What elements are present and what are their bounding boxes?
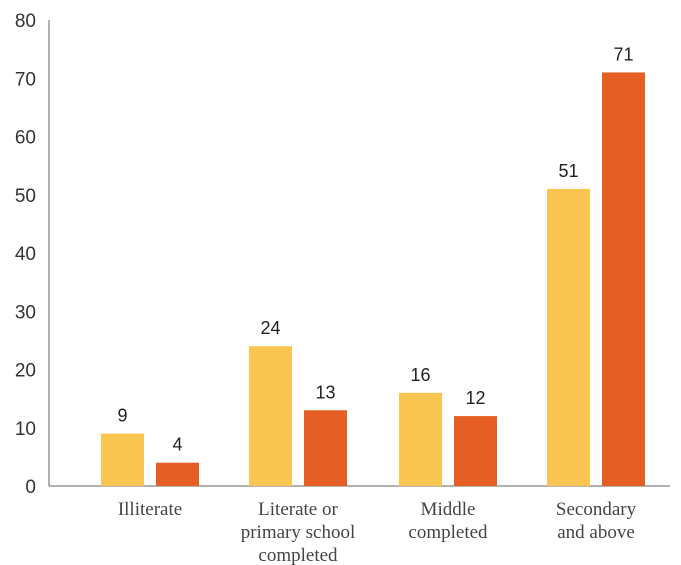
bar-series-1	[101, 433, 144, 486]
bar-series-2	[156, 462, 199, 486]
bars-group	[101, 72, 645, 487]
data-label: 71	[613, 44, 633, 64]
y-tick-label: 70	[15, 69, 36, 90]
data-label: 51	[558, 161, 578, 181]
bar-series-2	[304, 410, 347, 486]
category-label: completed	[258, 545, 338, 565]
y-tick-label: 20	[15, 361, 36, 382]
data-label: 4	[172, 435, 182, 455]
data-label: 16	[410, 365, 430, 385]
bar-series-2	[602, 72, 645, 487]
y-axis-ticks: 0 10 20 30 40 50 60 70 80	[15, 11, 36, 498]
bar-series-2	[454, 416, 497, 486]
bar-series-1	[399, 392, 442, 486]
y-tick-label: 10	[15, 419, 36, 440]
y-tick-label: 30	[15, 302, 36, 323]
category-label: primary school	[241, 522, 356, 543]
category-label: and above	[557, 522, 635, 543]
bar-series-1	[249, 346, 292, 486]
data-label: 12	[465, 388, 485, 408]
data-labels-group: 9 24 16 51 4 13 12 71	[117, 44, 633, 454]
category-label: Illiterate	[118, 499, 182, 520]
y-tick-label: 50	[15, 186, 36, 207]
y-tick-label: 80	[15, 11, 36, 32]
y-tick-label: 40	[15, 244, 36, 265]
category-label: completed	[408, 522, 488, 543]
category-label: Middle	[421, 499, 476, 520]
category-label: Secondary	[556, 499, 637, 520]
bar-series-1	[547, 188, 590, 487]
data-label: 24	[260, 318, 280, 338]
y-tick-label: 0	[25, 477, 36, 498]
data-label: 13	[315, 382, 335, 402]
data-label: 9	[117, 406, 127, 426]
category-label: Literate or	[258, 499, 338, 520]
y-tick-label: 60	[15, 128, 36, 149]
